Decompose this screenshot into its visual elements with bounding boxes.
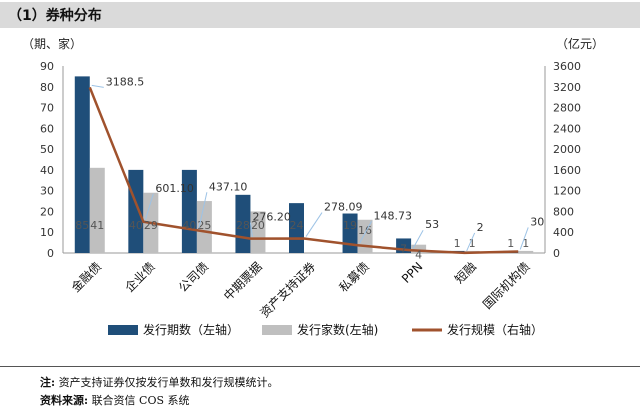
scale-label-leader bbox=[249, 222, 253, 237]
issuer-count-label: 1 bbox=[522, 237, 529, 250]
issuer-count-bar bbox=[411, 244, 427, 253]
right-tick-label: 2800 bbox=[553, 102, 581, 115]
issue-scale-label: 437.10 bbox=[209, 180, 248, 193]
category-label: 资产支持证券 bbox=[257, 259, 319, 321]
footer-divider bbox=[0, 366, 640, 367]
legend-label: 发行家数(左轴) bbox=[297, 322, 378, 337]
left-axis-label: （期、家） bbox=[22, 36, 82, 51]
scale-label-leader bbox=[466, 232, 476, 252]
source-label: 资料来源: bbox=[40, 394, 89, 407]
issue-scale-label: 601.10 bbox=[155, 182, 194, 195]
issue-count-label: 40 bbox=[129, 219, 143, 232]
issuer-count-label: 4 bbox=[415, 249, 422, 262]
right-tick-label: 2000 bbox=[553, 143, 581, 156]
issuer-count-bar bbox=[89, 167, 105, 253]
source-text: 联合资信 COS 系统 bbox=[91, 394, 190, 407]
category-label: 私募债 bbox=[337, 259, 372, 294]
footnote-text: 资产支持证券仅按发行单数和发行规模统计。 bbox=[58, 376, 279, 389]
scale-label-leader bbox=[359, 221, 372, 244]
issue-scale-label: 53 bbox=[425, 218, 439, 231]
issue-scale-label: 3188.5 bbox=[106, 75, 144, 88]
issuer-count-label: 41 bbox=[90, 219, 104, 232]
issue-scale-line bbox=[88, 86, 519, 255]
section-header-band: （1）券种分布 bbox=[0, 2, 640, 28]
issue-count-bar bbox=[74, 76, 90, 253]
issuer-count-bar bbox=[518, 250, 534, 253]
issue-scale-label: 2 bbox=[477, 221, 484, 234]
right-tick-label: 1600 bbox=[553, 164, 581, 177]
category-label: 短融 bbox=[452, 259, 479, 286]
left-tick-label: 20 bbox=[40, 205, 54, 218]
legend-swatch bbox=[108, 325, 138, 335]
right-tick-label: 2400 bbox=[553, 122, 581, 135]
issue-count-bar bbox=[128, 169, 144, 253]
issue-count-label: 1 bbox=[507, 237, 514, 250]
left-tick-label: 90 bbox=[40, 60, 54, 73]
footnote-label: 注: bbox=[40, 376, 56, 389]
scale-label-leader bbox=[412, 230, 424, 249]
category-label: 公司债 bbox=[176, 259, 211, 294]
right-tick-label: 3600 bbox=[553, 60, 581, 73]
scale-label-leader bbox=[519, 227, 529, 250]
footnote: 注: 资产支持证券仅按发行单数和发行规模统计。 bbox=[40, 374, 279, 390]
right-tick-label: 0 bbox=[553, 247, 560, 260]
issuer-count-label: 20 bbox=[251, 219, 265, 232]
issue-count-label: 40 bbox=[182, 219, 196, 232]
issue-count-label: 7 bbox=[400, 242, 407, 255]
category-label: 企业债 bbox=[122, 259, 158, 295]
right-tick-label: 400 bbox=[553, 226, 574, 239]
left-tick-label: 60 bbox=[40, 122, 54, 135]
issue-count-label: 24 bbox=[290, 219, 304, 232]
issue-count-label: 19 bbox=[343, 219, 357, 232]
issue-scale-label: 148.73 bbox=[374, 209, 413, 222]
left-tick-label: 40 bbox=[40, 164, 54, 177]
issue-count-bar bbox=[289, 203, 304, 253]
legend-swatch bbox=[262, 325, 292, 335]
issue-count-bar bbox=[181, 169, 197, 253]
issue-scale-label: 30 bbox=[530, 215, 544, 228]
issue-count-label: 1 bbox=[454, 237, 461, 250]
right-tick-label: 800 bbox=[553, 205, 574, 218]
issuer-count-bar bbox=[250, 211, 266, 253]
right-tick-label: 3200 bbox=[553, 81, 581, 94]
category-label: PPN bbox=[399, 259, 425, 285]
scale-label-leader bbox=[144, 193, 154, 220]
section-title: （1）券种分布 bbox=[8, 8, 102, 24]
issuer-count-label: 16 bbox=[358, 224, 372, 237]
category-label: 国际机构债 bbox=[480, 259, 533, 312]
category-label: 中期票据 bbox=[220, 259, 265, 304]
issuer-count-bar bbox=[196, 201, 212, 253]
scale-label-leader bbox=[91, 84, 104, 88]
source-note: 资料来源: 联合资信 COS 系统 bbox=[40, 392, 190, 408]
category-label: 金融债 bbox=[68, 259, 104, 295]
legend-label: 发行期数（左轴） bbox=[143, 322, 239, 337]
issue-count-label: 85 bbox=[75, 219, 89, 232]
left-tick-label: 0 bbox=[47, 247, 54, 260]
scale-label-leader bbox=[305, 212, 323, 237]
issuer-count-label: 1 bbox=[469, 237, 476, 250]
left-tick-label: 70 bbox=[40, 102, 54, 115]
issue-scale-label: 278.09 bbox=[324, 201, 363, 214]
left-tick-label: 30 bbox=[40, 185, 54, 198]
right-axis-label: （亿元） bbox=[556, 36, 604, 51]
issue-count-label: 28 bbox=[236, 219, 250, 232]
left-tick-label: 80 bbox=[40, 81, 54, 94]
right-tick-label: 1200 bbox=[553, 185, 581, 198]
left-tick-label: 10 bbox=[40, 226, 54, 239]
left-tick-label: 50 bbox=[40, 143, 54, 156]
legend-label: 发行规模（右轴） bbox=[447, 322, 543, 337]
issue-scale-label: 276.20 bbox=[252, 211, 291, 224]
scale-label-leader bbox=[198, 192, 208, 229]
issuer-count-label: 29 bbox=[144, 219, 158, 232]
issuer-count-label: 25 bbox=[197, 219, 211, 232]
